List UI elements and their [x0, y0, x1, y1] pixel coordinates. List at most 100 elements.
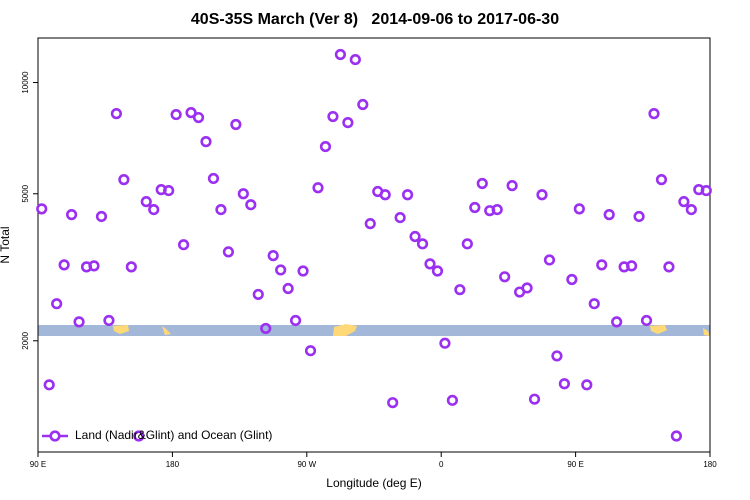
point: [349, 53, 361, 66]
point: [245, 199, 257, 211]
point: [215, 204, 227, 216]
point: [222, 246, 234, 258]
y-tick-label: 5000: [21, 184, 30, 202]
point: [267, 250, 279, 262]
point: [118, 174, 130, 186]
point: [65, 209, 78, 221]
point: [357, 98, 369, 111]
point: [416, 238, 429, 250]
point: [297, 265, 309, 277]
point: [573, 203, 585, 215]
point: [394, 211, 406, 224]
point: [611, 316, 623, 328]
point: [424, 258, 436, 270]
land: [650, 325, 667, 334]
point: [88, 260, 100, 272]
point: [73, 316, 85, 328]
point: [207, 172, 220, 185]
chart-title: 40S-35S March (Ver 8) 2014-09-06 to 2017…: [191, 11, 559, 28]
point: [192, 111, 205, 124]
ocean-band: [38, 325, 710, 336]
y-tick-label: 10000: [21, 71, 30, 94]
point: [625, 260, 638, 272]
land: [162, 326, 171, 335]
point: [633, 210, 645, 223]
point: [185, 107, 197, 119]
point: [36, 203, 48, 215]
x-tick-label: 180: [166, 460, 180, 469]
point: [581, 379, 593, 391]
point: [252, 288, 264, 301]
legend-text: Land (Nadir&Glint) and Ocean (Glint): [75, 428, 272, 442]
x-tick-label: 90 E: [30, 460, 46, 469]
point: [499, 271, 511, 283]
point: [140, 196, 152, 208]
land: [113, 325, 129, 334]
x-tick-label: 90 W: [297, 460, 316, 469]
point: [476, 177, 488, 190]
point: [648, 108, 660, 120]
point: [327, 110, 339, 123]
point: [431, 265, 444, 277]
point: [685, 204, 697, 216]
point: [558, 378, 571, 390]
y-axis-label: N Total: [0, 226, 12, 263]
point: [230, 118, 242, 131]
land: [703, 328, 710, 336]
series: [36, 48, 712, 442]
point: [290, 314, 302, 327]
point: [603, 209, 615, 221]
point: [506, 180, 518, 192]
point: [551, 350, 563, 362]
point: [170, 108, 182, 121]
point: [521, 282, 533, 294]
point: [312, 182, 324, 194]
point: [304, 345, 317, 357]
point: [379, 189, 391, 201]
point: [43, 379, 55, 391]
point: [700, 184, 712, 197]
land: [333, 324, 357, 336]
point: [334, 48, 347, 61]
x-tick-label: 0: [439, 460, 444, 469]
point: [588, 298, 600, 310]
map-strip: [38, 324, 710, 336]
point: [663, 261, 675, 273]
x-axis-label: Longitude (deg E): [326, 476, 421, 490]
point: [596, 259, 608, 271]
x-tick-label: 90 E: [567, 460, 583, 469]
point: [469, 201, 481, 214]
point: [178, 239, 190, 251]
point: [439, 337, 451, 349]
point: [282, 282, 294, 295]
point: [566, 273, 578, 286]
point: [51, 298, 63, 310]
point: [163, 184, 175, 197]
point: [200, 136, 212, 148]
point: [670, 430, 683, 442]
point: [237, 188, 249, 200]
point: [454, 284, 466, 296]
point: [655, 174, 668, 186]
point: [536, 189, 548, 201]
point: [110, 108, 122, 120]
point: [640, 314, 653, 327]
point: [260, 322, 272, 335]
point: [461, 238, 473, 250]
point: [409, 230, 421, 243]
point: [95, 210, 108, 223]
point: [491, 204, 503, 216]
point: [319, 140, 332, 153]
point: [275, 264, 287, 276]
x-tick-label: 180: [703, 460, 717, 469]
point: [148, 204, 160, 216]
point: [446, 394, 459, 406]
point: [103, 314, 115, 327]
point: [342, 117, 354, 129]
point: [125, 261, 137, 273]
point: [387, 397, 399, 409]
plot-frame: [37, 37, 711, 453]
point: [58, 259, 70, 271]
point: [364, 218, 376, 230]
